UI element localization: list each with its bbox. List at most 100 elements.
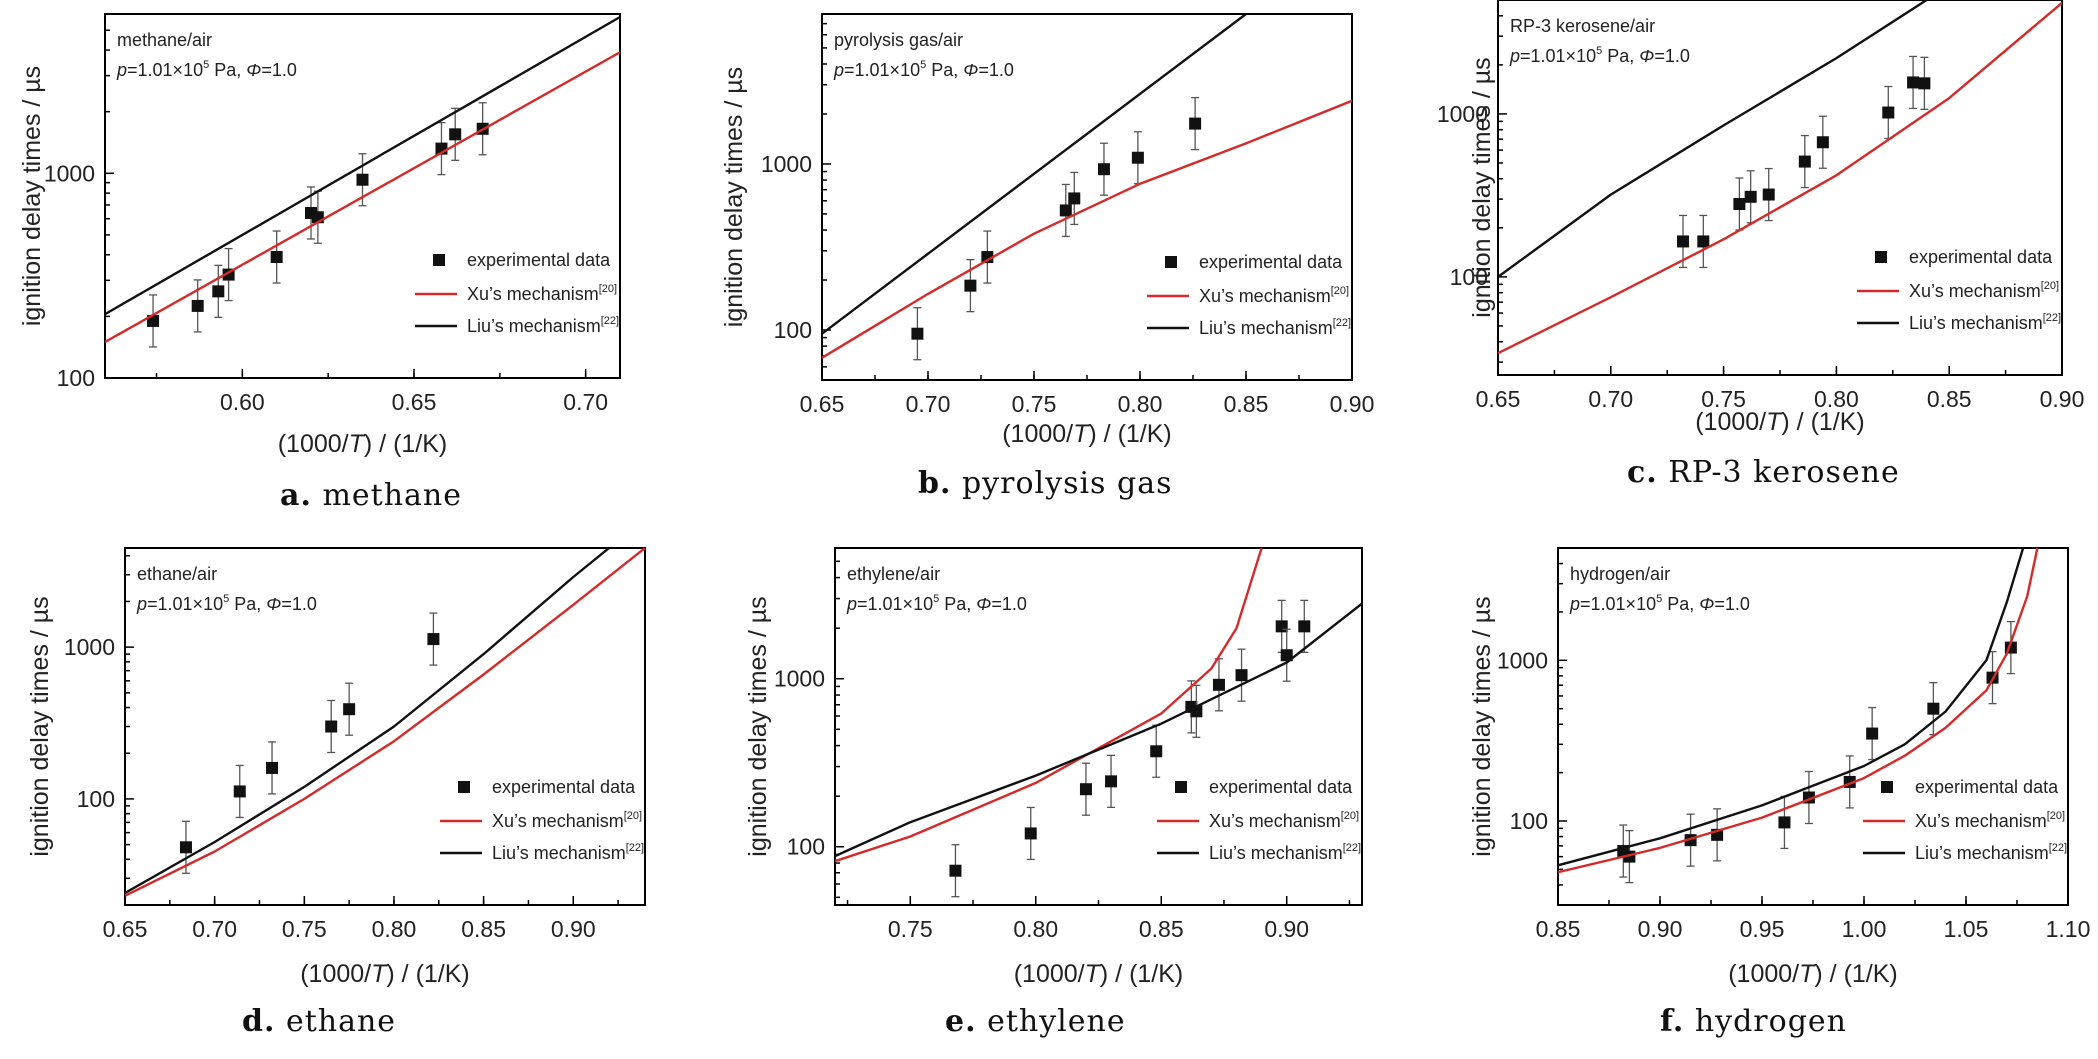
x-tick-label: 0.60 xyxy=(220,389,265,415)
data-point xyxy=(179,841,192,854)
data-point xyxy=(191,299,204,312)
data-point xyxy=(1280,649,1293,662)
legend-marker-experimental xyxy=(433,254,445,266)
x-tick-label: 0.70 xyxy=(192,916,237,942)
x-tick-label: 0.90 xyxy=(1638,916,1683,942)
data-point xyxy=(1024,827,1037,840)
data-point xyxy=(1059,204,1072,217)
condition-label: p=1.01×105 Pa, Φ=1.0 xyxy=(1569,593,1750,614)
legend-label-xu: Xu’s mechanism[20] xyxy=(467,283,617,304)
data-point xyxy=(1927,702,1940,715)
panel-d: 0.65 0.70 0.75 0.80 0.85 0.90 100 1000 ignition … xyxy=(26,547,646,1039)
data-point xyxy=(911,327,924,340)
y-tick-label: 1000 xyxy=(64,634,115,660)
panel-title: ethane/air xyxy=(137,564,217,584)
x-axis-label: (1000/T) / (1/K) xyxy=(1728,960,1898,988)
panel-title: methane/air xyxy=(117,30,212,50)
plot-frame xyxy=(104,13,621,379)
data-point xyxy=(1298,620,1311,633)
xu-mechanism-line xyxy=(1498,1,2062,355)
legend-label-experimental: experimental data xyxy=(1915,777,2059,797)
caption-text: ethylene xyxy=(987,1004,1126,1039)
x-axis-label: (1000/T) / (1/K) xyxy=(1014,960,1184,988)
x-tick-label: 0.80 xyxy=(372,916,417,942)
x-tick-label: 0.70 xyxy=(1588,386,1633,412)
data-point xyxy=(1733,198,1746,211)
caption-letter: d. xyxy=(242,1004,275,1039)
x-tick-label: 0.85 xyxy=(1139,916,1184,942)
legend-marker-experimental xyxy=(458,781,470,793)
plot-area xyxy=(822,14,1352,361)
legend-label-xu: Xu’s mechanism[20] xyxy=(1915,810,2065,831)
y-axis-label: ignition delay times / µs xyxy=(720,67,748,327)
plot-area xyxy=(1558,548,2039,884)
y-tick-label: 100 xyxy=(1510,808,1548,834)
x-tick-label: 0.65 xyxy=(392,389,437,415)
data-point xyxy=(1697,235,1710,248)
panel-c: 0.65 0.70 0.75 0.80 0.85 0.90 100 1000ignition … xyxy=(1437,0,2084,490)
y-tick-label: 100 xyxy=(57,365,95,391)
plot-area xyxy=(105,15,620,348)
data-point xyxy=(212,285,225,298)
x-tick-label: 0.85 xyxy=(1224,391,1269,417)
legend: experimental data Xu’s mechanism[20] Liu’s… xyxy=(1157,777,1361,863)
plot-area xyxy=(125,548,645,897)
data-point xyxy=(1882,106,1895,119)
liu-mechanism-line xyxy=(105,15,620,316)
data-point xyxy=(270,251,283,264)
x-tick-label: 0.85 xyxy=(1536,916,1581,942)
xu-mechanism-line xyxy=(822,99,1352,359)
panel-caption: b. pyrolysis gas xyxy=(918,466,1172,501)
xu-mechanism-line xyxy=(835,548,1263,863)
data-point xyxy=(1079,783,1092,796)
x-tick-label: 0.80 xyxy=(1013,916,1058,942)
condition-label: p=1.01×105 Pa, Φ=1.0 xyxy=(833,59,1014,80)
data-point xyxy=(1778,816,1791,829)
data-point xyxy=(1235,669,1248,682)
panel-title: pyrolysis gas/air xyxy=(834,30,963,50)
legend-label-liu: Liu’s mechanism[22] xyxy=(1915,842,2067,863)
caption-text: pyrolysis gas xyxy=(962,466,1173,501)
x-tick-label: 1.00 xyxy=(1842,916,1887,942)
x-axis-label: (1000/T) / (1/K) xyxy=(278,430,448,458)
caption-text: ethane xyxy=(286,1004,396,1039)
caption-text: RP-3 kerosene xyxy=(1668,455,1899,490)
data-point xyxy=(343,703,356,716)
panel-title: hydrogen/air xyxy=(1570,564,1670,584)
x-tick-label: 0.75 xyxy=(888,916,933,942)
x-tick-label: 0.75 xyxy=(1012,391,1057,417)
legend-label-experimental: experimental data xyxy=(467,250,611,270)
condition-label: p=1.01×105 Pa, Φ=1.0 xyxy=(136,593,317,614)
liu-mechanism-line xyxy=(125,548,610,895)
data-point xyxy=(1744,190,1757,203)
data-point xyxy=(1798,155,1811,168)
legend-label-liu: Liu’s mechanism[22] xyxy=(1909,312,2061,333)
x-tick-label: 0.70 xyxy=(563,389,608,415)
y-axis-label: ignition delay times / µs xyxy=(1468,596,1496,856)
y-tick-label: 100 xyxy=(774,317,812,343)
x-tick-label: 0.75 xyxy=(1701,386,1746,412)
data-point xyxy=(1189,117,1202,130)
legend-label-xu: Xu’s mechanism[20] xyxy=(1209,810,1359,831)
xu-mechanism-line xyxy=(1558,548,2039,874)
xu-mechanism-line xyxy=(105,51,620,344)
legend-label-xu: Xu’s mechanism[20] xyxy=(1909,280,2059,301)
data-point xyxy=(981,251,994,264)
x-tick-label: 0.65 xyxy=(103,916,148,942)
panel-caption: f. hydrogen xyxy=(1660,1004,1847,1039)
caption-letter: b. xyxy=(918,466,951,501)
panel-title: ethylene/air xyxy=(847,564,940,584)
panel-caption: d. ethane xyxy=(242,1004,396,1039)
legend-label-xu: Xu’s mechanism[20] xyxy=(492,810,642,831)
legend-label-liu: Liu’s mechanism[22] xyxy=(1199,317,1351,338)
y-tick-label: 100 xyxy=(787,834,825,860)
liu-mechanism-line xyxy=(1498,0,1928,278)
legend-marker-experimental xyxy=(1165,256,1177,268)
caption-letter: a. xyxy=(280,478,312,513)
legend-label-experimental: experimental data xyxy=(1209,777,1353,797)
plot-area xyxy=(1498,0,2062,355)
data-point xyxy=(427,633,440,646)
data-point xyxy=(964,279,977,292)
